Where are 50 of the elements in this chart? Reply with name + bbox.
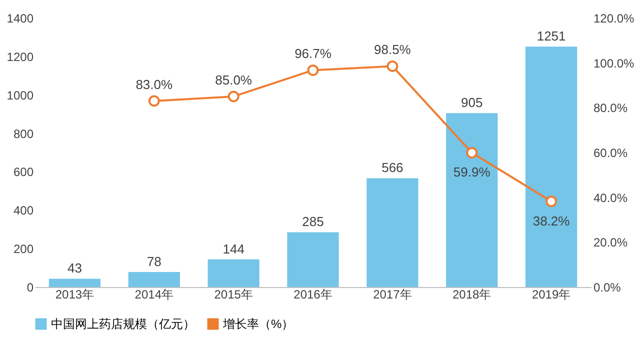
y2-tick-label: 20.0% bbox=[594, 236, 628, 250]
y2-tick-label: 120.0% bbox=[594, 12, 635, 26]
point bbox=[546, 196, 558, 208]
y-tick-label: 800 bbox=[13, 126, 34, 141]
legend-label: 增长率（%） bbox=[222, 317, 294, 331]
data-label: 43 bbox=[67, 260, 82, 276]
y2-tick-label: 80.0% bbox=[594, 101, 628, 116]
bar bbox=[208, 259, 260, 287]
data-label: 285 bbox=[302, 214, 324, 230]
data-label: 85.0% bbox=[215, 72, 252, 88]
x-tick-label: 2014年 bbox=[134, 288, 174, 302]
y-tick-label: 1000 bbox=[6, 88, 34, 102]
x-tick-label: 2015年 bbox=[214, 288, 253, 302]
y-tick-label: 400 bbox=[13, 204, 34, 218]
bar bbox=[366, 178, 418, 287]
y2-tick-label: 100.0% bbox=[594, 56, 635, 70]
data-label: 1251 bbox=[536, 28, 566, 44]
x-tick-label: 2016年 bbox=[294, 288, 332, 302]
y-tick-label: 1200 bbox=[6, 50, 34, 64]
x-tick-label: 2019年 bbox=[532, 288, 571, 302]
y-tick-label: 1400 bbox=[6, 12, 34, 26]
point bbox=[466, 146, 478, 158]
data-label: 83.0% bbox=[136, 76, 174, 92]
data-label: 59.9% bbox=[453, 164, 491, 180]
y-tick-label: 200 bbox=[13, 242, 34, 256]
data-label: 98.5% bbox=[374, 42, 412, 58]
data-label: 78 bbox=[146, 254, 162, 270]
data-label: 905 bbox=[461, 95, 483, 110]
y2-tick-label: 60.0% bbox=[594, 146, 628, 160]
legend-label: 中国网上药店规模（亿元） bbox=[51, 317, 195, 331]
bar bbox=[525, 46, 578, 287]
point bbox=[148, 95, 160, 107]
data-label: 566 bbox=[382, 160, 404, 176]
data-label: 96.7% bbox=[294, 46, 332, 62]
data-label: 144 bbox=[222, 241, 244, 256]
x-tick-label: 2017年 bbox=[373, 288, 412, 302]
y2-tick-label: 40.0% bbox=[594, 190, 628, 205]
bar bbox=[287, 232, 339, 287]
point bbox=[307, 64, 319, 76]
x-tick-label: 2013年 bbox=[55, 288, 94, 302]
bar bbox=[48, 278, 101, 287]
y2-tick-label: 0.0% bbox=[594, 280, 622, 294]
y-tick-label: 0 bbox=[26, 280, 34, 294]
point bbox=[228, 90, 240, 102]
y-tick-label: 600 bbox=[13, 165, 34, 180]
point bbox=[386, 60, 398, 72]
data-label: 38.2% bbox=[532, 213, 570, 228]
bar bbox=[128, 272, 180, 287]
x-tick-label: 2018年 bbox=[452, 288, 492, 302]
bar bbox=[446, 113, 498, 287]
